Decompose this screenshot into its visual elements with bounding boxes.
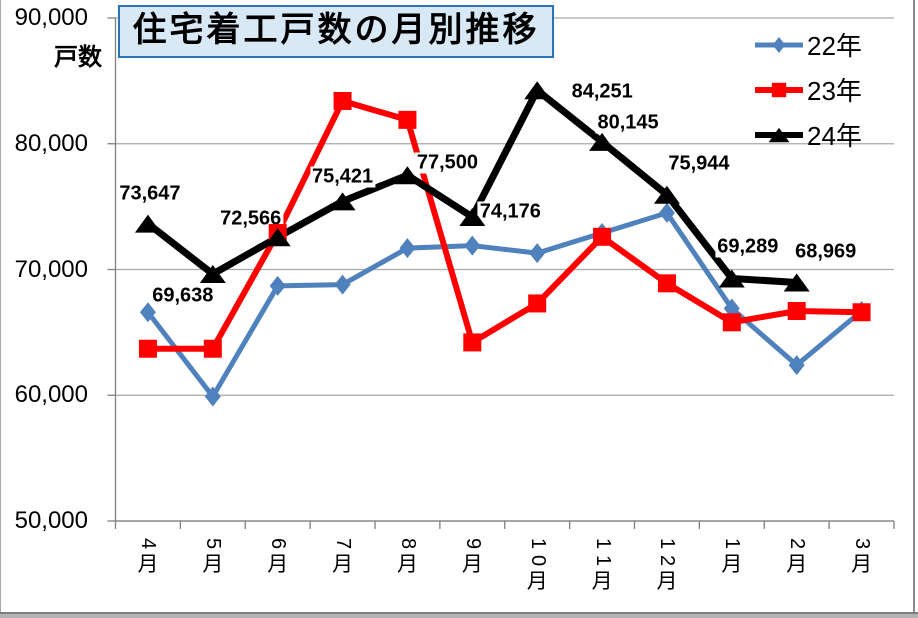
- data-label: 69,289: [715, 235, 781, 258]
- x-tick-label: 1 2 月: [652, 535, 682, 594]
- data-label: 80,145: [595, 111, 661, 134]
- legend: 22年 23年 24年: [753, 22, 862, 157]
- screenshot-bottom-border: [0, 612, 918, 614]
- legend-item-22年: 22年: [753, 22, 862, 67]
- x-label-digit: 9: [461, 537, 484, 550]
- screenshot-right-border: [913, 0, 915, 612]
- x-label-digit: 3: [851, 537, 874, 550]
- screenshot-left-border: [0, 0, 1, 612]
- chart-title: 住宅着工戸数の月別推移: [118, 5, 554, 58]
- x-tick-label: 1 1 月: [587, 535, 617, 594]
- y-axis-unit-label: 戸数: [54, 44, 102, 71]
- x-label-digit: 1: [526, 537, 549, 550]
- x-label-kanji: 月: [202, 553, 224, 576]
- x-label-kanji: 月: [137, 553, 159, 576]
- x-label-digit: 1: [591, 537, 614, 550]
- x-label-digit: 5: [202, 537, 225, 550]
- x-label-kanji: 月: [786, 553, 808, 576]
- legend-key-square: [755, 82, 803, 97]
- x-label-digit: 6: [267, 537, 290, 550]
- diamond-marker: [772, 36, 786, 53]
- x-label-digit: 1: [656, 537, 679, 550]
- x-label-digit: 8: [396, 537, 419, 550]
- data-label: 75,421: [309, 165, 376, 188]
- x-label-digit: 2: [656, 554, 679, 567]
- legend-label: 24年: [807, 121, 862, 151]
- legend-key-diamond: [755, 36, 803, 53]
- x-label-digit: 4: [137, 537, 160, 550]
- y-tick-label: 60,000: [14, 381, 88, 409]
- legend-item-23年: 23年: [753, 67, 862, 112]
- x-label-kanji: 月: [461, 553, 483, 576]
- legend-key-triangle: [755, 127, 803, 142]
- data-label: 68,969: [793, 240, 859, 263]
- data-label: 73,647: [117, 182, 183, 205]
- x-label-digit: 1: [721, 537, 744, 550]
- series-line-23年: [147, 97, 862, 352]
- data-label: 84,251: [569, 80, 635, 103]
- y-tick-label: 70,000: [14, 255, 88, 283]
- x-label-kanji: 月: [656, 570, 678, 593]
- x-tick-label: 1 0 月: [522, 535, 552, 594]
- x-label-kanji: 月: [332, 553, 354, 576]
- data-label: 75,944: [666, 152, 732, 175]
- x-label-digit: 7: [332, 537, 355, 550]
- x-label-kanji: 月: [526, 570, 548, 593]
- square-marker: [771, 82, 787, 97]
- data-label: 69,638: [150, 284, 216, 307]
- legend-label: 23年: [807, 76, 862, 106]
- triangle-marker: [768, 127, 790, 142]
- x-label-kanji: 月: [851, 553, 873, 576]
- x-label-digit: 1: [591, 554, 614, 567]
- legend-label: 22年: [807, 31, 862, 61]
- x-label-digit: 0: [526, 554, 549, 567]
- x-label-kanji: 月: [721, 553, 743, 576]
- y-tick-label: 50,000: [14, 507, 88, 534]
- x-label-digit: 2: [786, 537, 809, 550]
- screenshot-bottom-shadow: [0, 614, 918, 618]
- legend-item-24年: 24年: [753, 112, 862, 157]
- y-tick-label: 80,000: [14, 129, 88, 157]
- data-label: 77,500: [414, 151, 481, 174]
- data-label: 72,566: [218, 207, 284, 230]
- x-label-kanji: 月: [396, 553, 418, 576]
- data-label: 74,176: [477, 200, 543, 223]
- y-tick-label: 90,000: [14, 4, 88, 31]
- x-label-kanji: 月: [267, 553, 289, 576]
- x-label-kanji: 月: [591, 570, 613, 593]
